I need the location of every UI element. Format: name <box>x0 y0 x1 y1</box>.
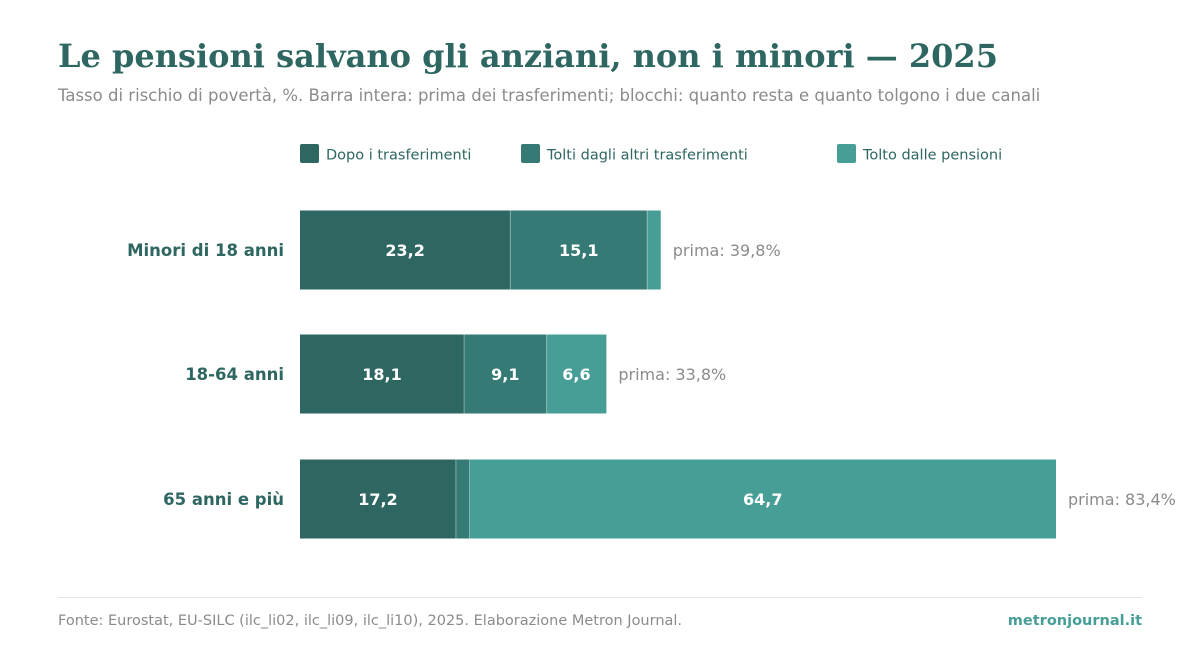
bar-segment <box>455 459 470 539</box>
legend-swatch <box>521 144 540 163</box>
source-note: Fonte: Eurostat, EU-SILC (ilc_li02, ilc_… <box>58 613 683 629</box>
legend-label: Dopo i trasferimenti <box>326 148 471 164</box>
chart-title: Le pensioni salvano gli anziani, non i m… <box>58 37 998 75</box>
bar-segment <box>546 334 607 414</box>
legend-swatch <box>837 144 856 163</box>
data-label: 64,7 <box>743 490 782 509</box>
bar-segment <box>300 459 456 539</box>
footer-divider <box>58 597 1142 598</box>
data-label: 9,1 <box>491 365 519 384</box>
legend-label: Tolto dalle pensioni <box>862 148 1002 164</box>
category-label: 65 anni e più <box>163 490 284 509</box>
data-label: 18,1 <box>362 365 401 384</box>
legend-label: Tolti dagli altri trasferimenti <box>546 148 748 164</box>
total-label: prima: 33,8% <box>618 365 726 384</box>
bar-segment <box>647 210 661 290</box>
bar-segment <box>300 334 465 414</box>
data-label: 23,2 <box>385 241 424 260</box>
total-label: prima: 83,4% <box>1068 490 1176 509</box>
data-label: 6,6 <box>562 365 590 384</box>
brand-link[interactable]: metronjournal.it <box>1007 613 1142 629</box>
legend-swatch <box>300 144 319 163</box>
category-label: 18-64 anni <box>185 365 284 384</box>
bar-segment <box>469 459 1056 539</box>
bar-segment <box>510 210 648 290</box>
data-label: 17,2 <box>358 490 397 509</box>
bar-segment <box>464 334 547 414</box>
category-label: Minori di 18 anni <box>127 241 284 260</box>
bar-segment <box>300 210 511 290</box>
total-label: prima: 39,8% <box>673 241 781 260</box>
stacked-bar-chart: Dopo i trasferimenti Tolti dagli altri tr… <box>127 144 1176 539</box>
chart-subtitle: Tasso di rischio di povertà, %. Barra in… <box>58 86 1041 105</box>
data-label: 15,1 <box>559 241 598 260</box>
